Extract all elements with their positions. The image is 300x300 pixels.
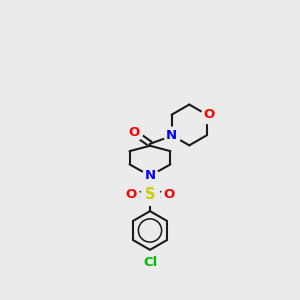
Text: S: S	[145, 187, 155, 202]
Text: O: O	[163, 188, 175, 201]
Text: O: O	[128, 125, 139, 139]
Text: Cl: Cl	[143, 256, 157, 269]
Text: N: N	[144, 169, 156, 182]
Text: N: N	[166, 129, 177, 142]
Text: O: O	[203, 108, 214, 121]
Text: O: O	[125, 188, 137, 201]
